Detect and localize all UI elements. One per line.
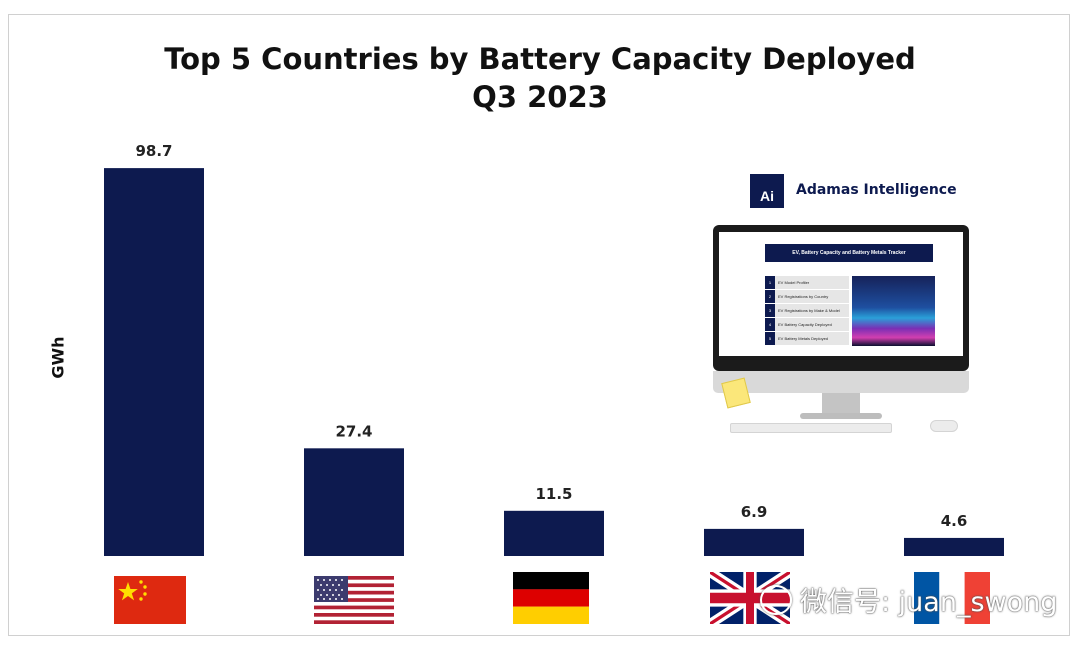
data-label: 6.9 bbox=[741, 503, 768, 521]
de-flag bbox=[513, 572, 589, 624]
data-label: 98.7 bbox=[135, 142, 172, 160]
tracker-title: EV, Battery Capacity and Battery Metals … bbox=[765, 244, 933, 262]
tracker-menu: 1 EV Model Profiler 2 EV Registrations by … bbox=[765, 276, 849, 346]
gb-flag bbox=[710, 572, 790, 624]
bar-china bbox=[104, 168, 204, 556]
city-image bbox=[852, 276, 935, 346]
keyboard-illustration bbox=[730, 423, 892, 433]
bar-germany bbox=[504, 510, 604, 556]
cn-flag bbox=[114, 576, 186, 624]
us-flag bbox=[314, 576, 394, 624]
chart-title: Top 5 Countries by Battery Capacity Depl… bbox=[164, 42, 916, 76]
menu-item: 2 EV Registrations by Country bbox=[765, 290, 849, 303]
monitor-chin bbox=[713, 371, 969, 393]
bar-united-states bbox=[304, 448, 404, 556]
adamas-ad: Ai Adamas Intelligence EV, Battery Capac… bbox=[700, 168, 980, 438]
watermark: 微信号: juan_swong bbox=[760, 580, 1057, 619]
data-label: 11.5 bbox=[535, 485, 572, 503]
mouse-illustration bbox=[930, 420, 958, 432]
watermark-text: 微信号: juan_swong bbox=[800, 587, 1058, 618]
bar-united-kingdom bbox=[704, 528, 804, 556]
menu-item: 4 EV Battery Capacity Deployed bbox=[765, 318, 849, 331]
menu-item: 1 EV Model Profiler bbox=[765, 276, 849, 289]
data-label: 4.6 bbox=[941, 512, 968, 530]
monitor-illustration: EV, Battery Capacity and Battery Metals … bbox=[713, 225, 969, 371]
wechat-icon bbox=[760, 584, 792, 615]
bar-france bbox=[904, 537, 1004, 556]
menu-item: 3 EV Registrations by Make & Model bbox=[765, 304, 849, 317]
monitor-stand bbox=[822, 393, 860, 415]
adamas-logo: Ai bbox=[750, 174, 784, 208]
monitor-screen: EV, Battery Capacity and Battery Metals … bbox=[719, 232, 963, 356]
monitor-stand-base bbox=[800, 413, 882, 419]
fr-flag bbox=[914, 572, 990, 624]
adamas-brand: Adamas Intelligence bbox=[796, 182, 957, 198]
data-label: 27.4 bbox=[335, 422, 372, 440]
chart-subtitle: Q3 2023 bbox=[472, 80, 608, 114]
menu-item: 5 EV Battery Metals Deployed bbox=[765, 332, 849, 345]
